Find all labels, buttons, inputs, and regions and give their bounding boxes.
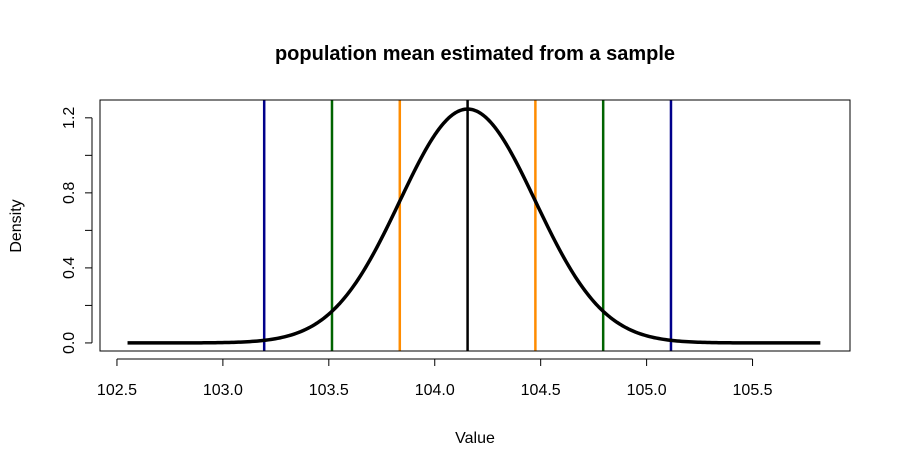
x-tick-label: 104.5 xyxy=(521,382,561,399)
x-axis-label: Value xyxy=(455,430,495,447)
density-curve xyxy=(127,107,821,345)
y-tick-label: 0.8 xyxy=(61,182,78,204)
x-tick-label: 105.0 xyxy=(627,382,667,399)
y-tick-label: 1.2 xyxy=(61,107,78,129)
y-axis-label: Density xyxy=(8,199,25,252)
x-tick-label: 105.5 xyxy=(733,382,773,399)
x-tick-label: 104.0 xyxy=(415,382,455,399)
chart-title: population mean estimated from a sample xyxy=(275,43,675,65)
x-tick-label: 102.5 xyxy=(97,382,137,399)
y-tick-label: 0.4 xyxy=(61,257,78,279)
y-tick-label: 0.0 xyxy=(61,332,78,354)
x-tick-label: 103.5 xyxy=(309,382,349,399)
plot-box xyxy=(99,99,851,352)
x-tick-label: 103.0 xyxy=(203,382,243,399)
